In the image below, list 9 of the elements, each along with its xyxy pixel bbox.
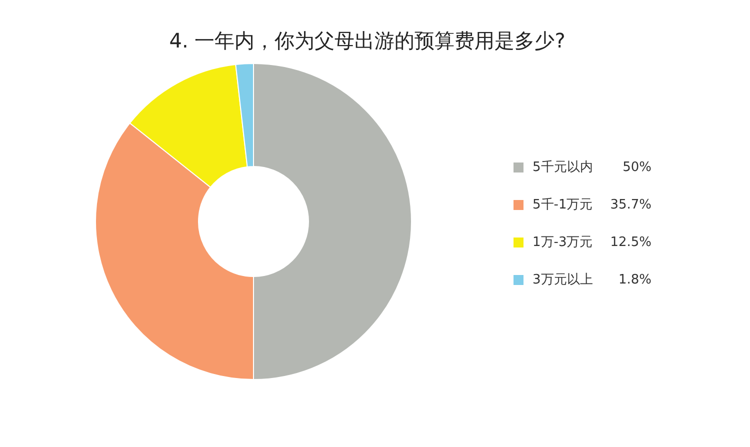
data-label: 50% xyxy=(622,160,652,175)
legend-label: 3万元以上 xyxy=(532,272,593,288)
data-label: 35.7% xyxy=(610,198,652,212)
data-label: 12.5% xyxy=(610,235,652,250)
legend-label: 5千元以内 xyxy=(532,160,593,175)
data-label: 1.8% xyxy=(618,272,652,288)
legend-label: 5千-1万元 xyxy=(532,198,593,212)
legend-label: 1万-3万元 xyxy=(532,235,593,250)
chart-title: 4. 一年内，你为父母出游的预算费用是多少? xyxy=(169,28,566,52)
